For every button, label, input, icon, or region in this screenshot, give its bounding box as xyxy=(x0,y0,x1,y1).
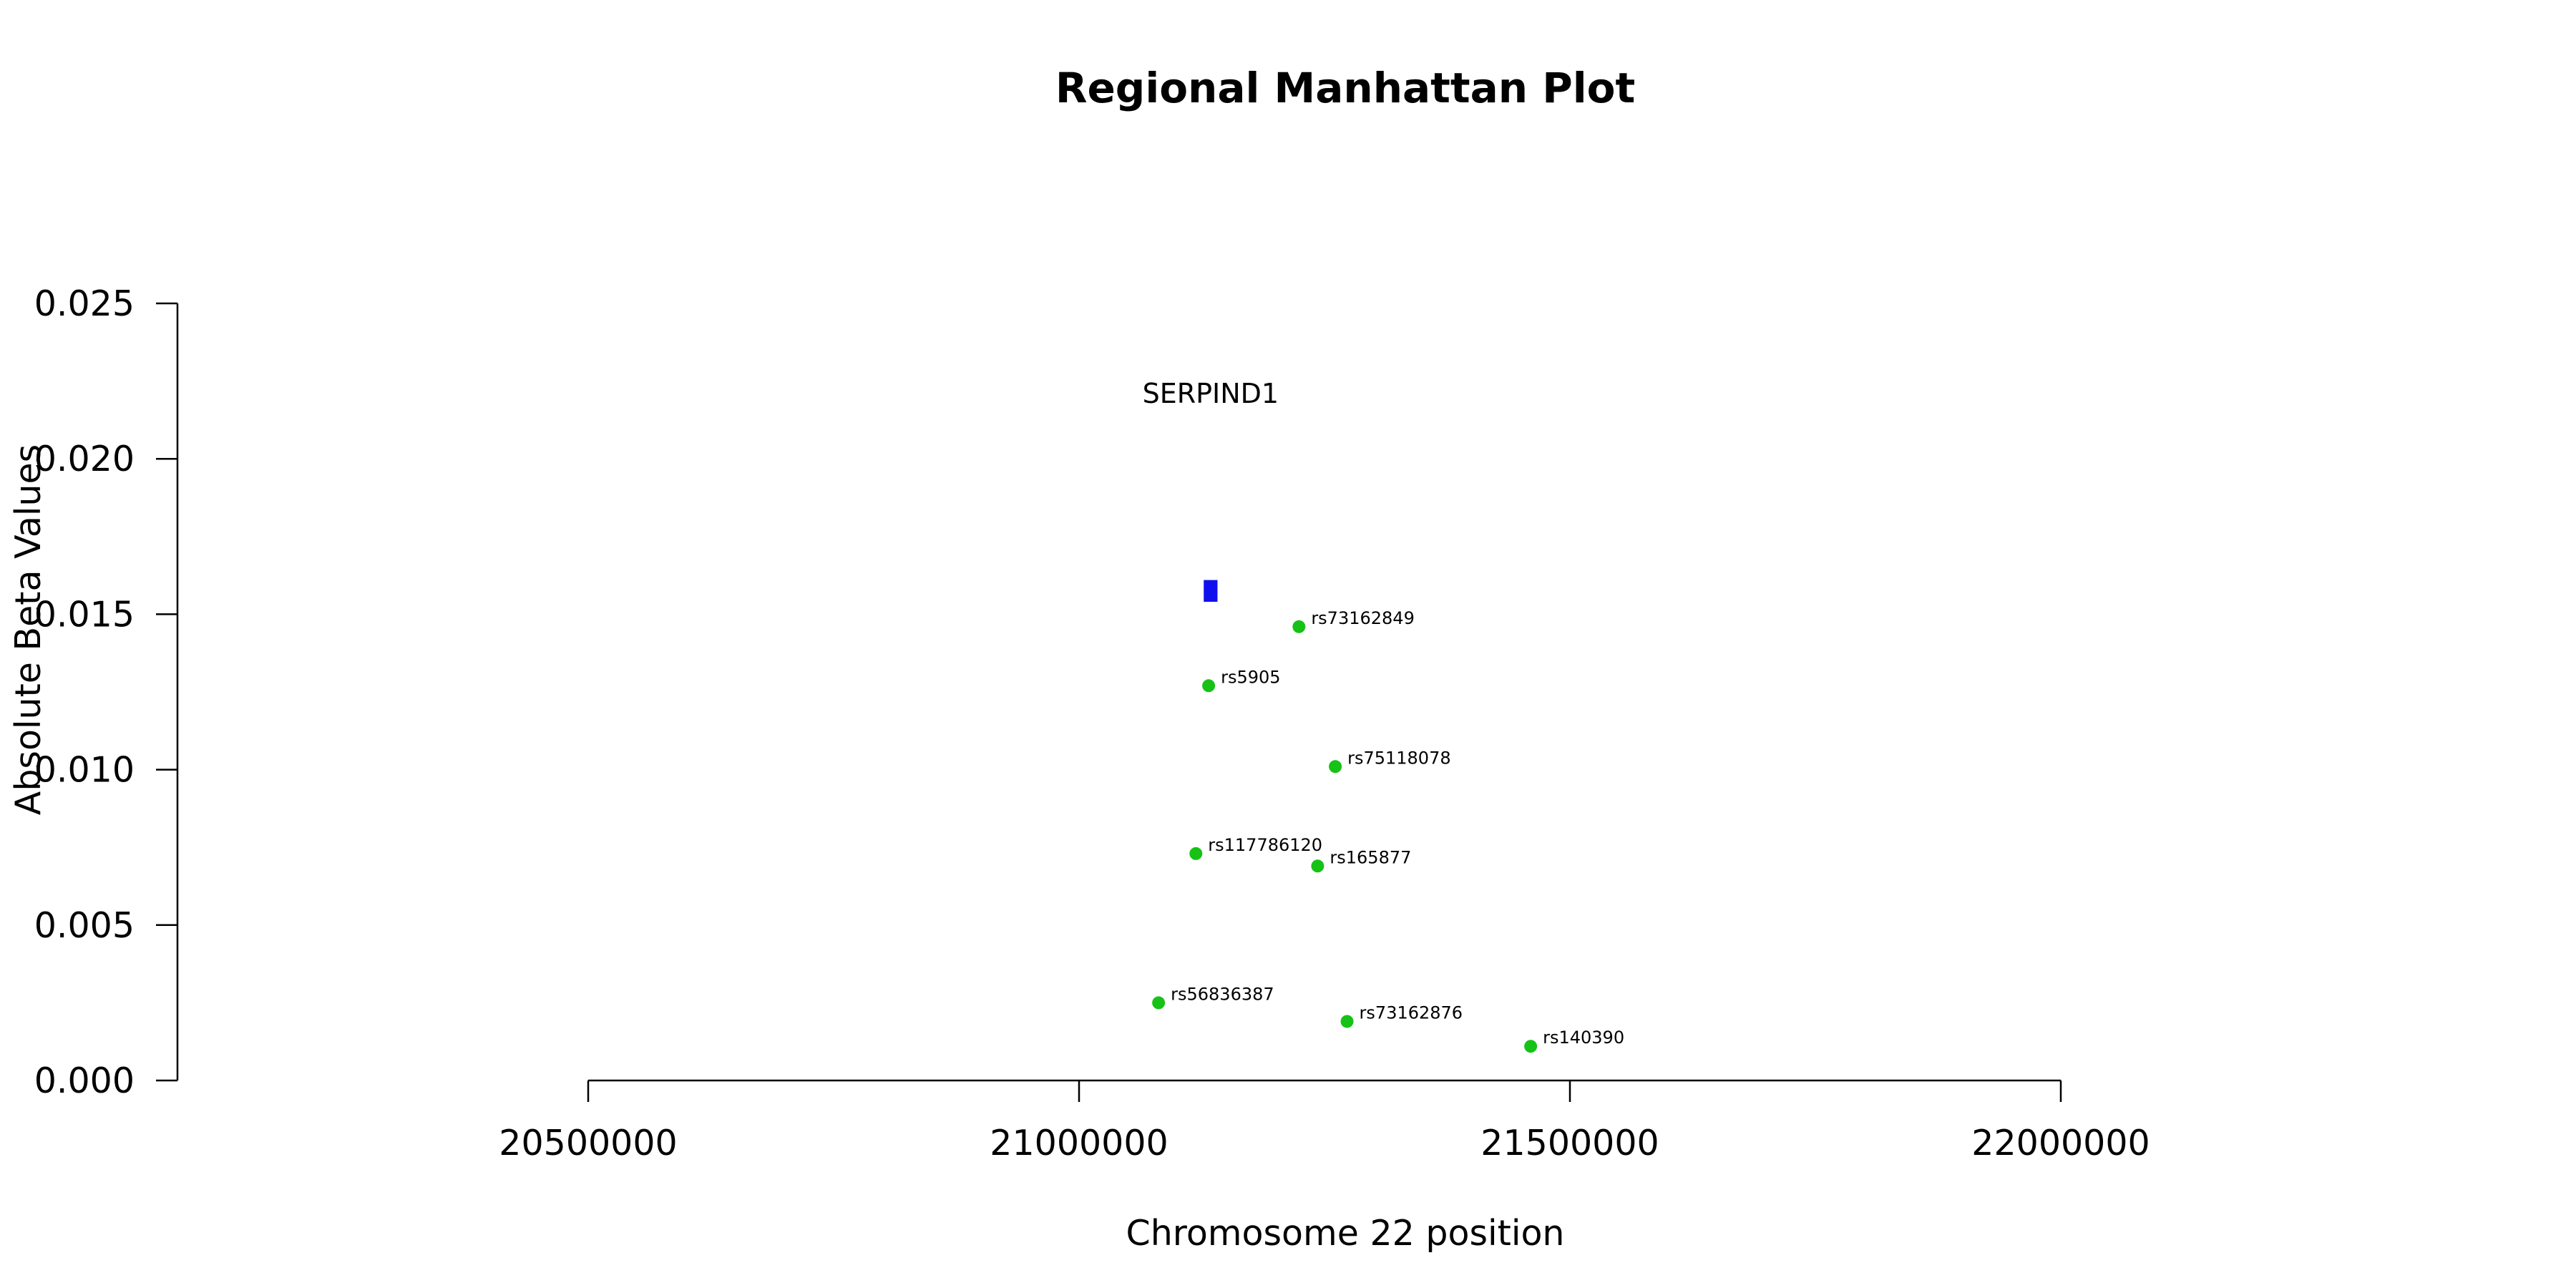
gene-bar xyxy=(1204,580,1218,602)
snp-point xyxy=(1311,859,1324,873)
y-tick-label: 0.015 xyxy=(34,594,135,635)
snp-point xyxy=(1524,1040,1538,1053)
snp-label: rs117786120 xyxy=(1208,835,1322,855)
x-tick-label: 21500000 xyxy=(1480,1123,1659,1163)
gene-track: SERPIND1 xyxy=(1143,378,1279,602)
x-tick-label: 21000000 xyxy=(990,1123,1168,1163)
snp-point xyxy=(1329,760,1342,774)
y-tick-label: 0.010 xyxy=(34,750,135,791)
y-tick-label: 0.000 xyxy=(34,1060,135,1101)
snp-point xyxy=(1189,847,1203,860)
snp-label: rs56836387 xyxy=(1171,984,1274,1004)
x-axis-ticks: 20500000 21000000 21500000 22000000 xyxy=(499,1080,2150,1163)
snp-points: rs73162849 rs5905 rs75118078 rs117786120 rs1… xyxy=(1152,608,1624,1053)
snp-label: rs75118078 xyxy=(1347,748,1451,768)
snp-point xyxy=(1152,996,1166,1010)
gene-label: SERPIND1 xyxy=(1143,378,1279,409)
x-tick-label: 20500000 xyxy=(499,1123,677,1163)
snp-point xyxy=(1292,620,1306,633)
snp-point xyxy=(1202,679,1216,693)
y-tick-label: 0.020 xyxy=(34,439,135,479)
y-axis-label: Absolute Beta Values xyxy=(8,444,49,815)
chart-title: Regional Manhattan Plot xyxy=(1055,64,1635,112)
y-tick-label: 0.005 xyxy=(34,905,135,946)
y-tick-label: 0.025 xyxy=(34,283,135,324)
snp-label: rs140390 xyxy=(1543,1028,1624,1048)
snp-label: rs73162876 xyxy=(1360,1002,1463,1023)
snp-label: rs165877 xyxy=(1330,847,1411,867)
x-axis-label: Chromosome 22 position xyxy=(1126,1213,1564,1254)
snp-label: rs5905 xyxy=(1221,667,1280,687)
x-tick-label: 22000000 xyxy=(1971,1123,2150,1163)
snp-point xyxy=(1340,1015,1354,1028)
snp-label: rs73162849 xyxy=(1311,608,1415,628)
y-axis-ticks: 0.000 0.005 0.010 0.015 0.020 0.025 xyxy=(34,283,177,1101)
